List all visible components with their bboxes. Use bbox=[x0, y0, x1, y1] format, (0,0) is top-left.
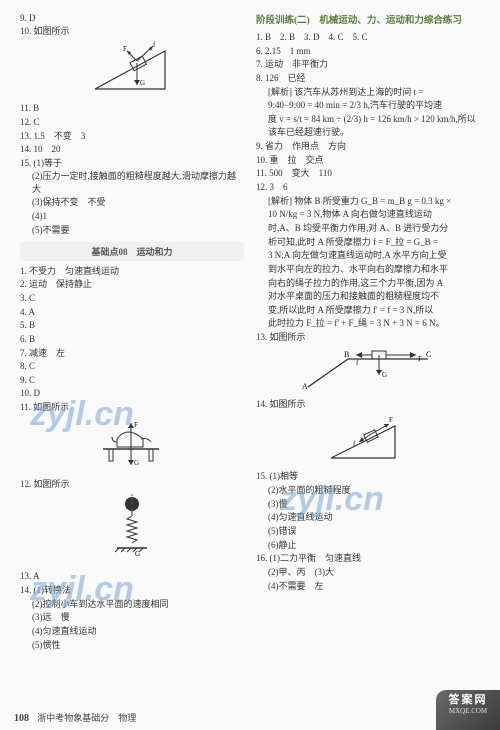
left-column: 9. D 10. 如图所示 f F G 11. B 12. C 13. 1.5 … bbox=[14, 10, 250, 680]
text-line: (2)压力一定时,接触面的粗糙程度越大,滑动摩擦力越大 bbox=[20, 170, 244, 194]
text-line: 15. (1)等于 bbox=[20, 157, 244, 169]
text-line: 3. C bbox=[20, 292, 244, 304]
svg-text:f: f bbox=[153, 41, 156, 49]
text-line: 5. B bbox=[20, 319, 244, 331]
text-line: (6)静止 bbox=[256, 539, 480, 551]
svg-text:C: C bbox=[426, 350, 431, 359]
text-line: (4)1 bbox=[20, 210, 244, 222]
text-line: 10. 重 拉 交点 bbox=[256, 154, 480, 166]
text-line: 1. B 2. B 3. D 4. C 5. C bbox=[256, 31, 480, 43]
text-line: 14. 如图所示 bbox=[256, 398, 480, 410]
svg-text:f: f bbox=[353, 440, 356, 448]
figure-teapot: F G bbox=[20, 417, 244, 474]
svg-text:A: A bbox=[302, 382, 308, 391]
text-line: [解析] 物体 B 所受重力 G_B = m_B g = 0.3 kg × bbox=[256, 195, 480, 207]
text-line: 15. (1)相等 bbox=[256, 470, 480, 482]
badge-subtitle: MXQE.COM bbox=[436, 707, 500, 715]
text-line: (5)惯性 bbox=[20, 639, 244, 651]
text-line: (5)错误 bbox=[256, 525, 480, 537]
page-number: 108 bbox=[14, 713, 29, 724]
svg-text:G: G bbox=[134, 459, 139, 467]
source-badge: 答案网 MXQE.COM bbox=[436, 690, 500, 730]
text-line: 6. 2.15 1 mm bbox=[256, 45, 480, 57]
text-line: 7. 运动 非平衡力 bbox=[256, 58, 480, 70]
text-line: 11. 500 变大 110 bbox=[256, 167, 480, 179]
text-line: (4)匀速直线运动 bbox=[256, 511, 480, 523]
text-line: 13. 1.5 不变 3 bbox=[20, 130, 244, 142]
svg-text:F: F bbox=[418, 355, 422, 363]
text-line: 该车已经超速行驶。 bbox=[256, 126, 480, 138]
page-content: 9. D 10. 如图所示 f F G 11. B 12. C 13. 1.5 … bbox=[0, 0, 500, 680]
text-line: 3 N;A 向左做匀速直线运动时,A 水平方向上受 bbox=[256, 249, 480, 261]
text-line: 9. C bbox=[20, 374, 244, 386]
text-line: (2)甲、丙 (3)大 bbox=[256, 566, 480, 578]
text-line: (3)远 慢 bbox=[20, 611, 244, 623]
subsection-title: 基础点08 运动和力 bbox=[20, 242, 244, 261]
figure-incline-2: F f bbox=[256, 414, 480, 466]
figure-incline: f F G bbox=[20, 41, 244, 98]
text-line: 析可知,此时 A 所受摩擦力 f = F_拉 = G_B = bbox=[256, 236, 480, 248]
text-line: 6. B bbox=[20, 333, 244, 345]
text-line: 11. B bbox=[20, 102, 244, 114]
text-line: 对水平桌面的压力和接触面的粗糙程度均不 bbox=[256, 290, 480, 302]
text-line: 7. 减速 左 bbox=[20, 347, 244, 359]
svg-text:F: F bbox=[389, 416, 393, 424]
text-line: 9. 省力 作用点 方向 bbox=[256, 140, 480, 152]
text-line: 2. 运动 保持静止 bbox=[20, 278, 244, 290]
text-line: 11. 如图所示 bbox=[20, 401, 244, 413]
text-line: 1. 不受力 匀速直线运动 bbox=[20, 265, 244, 277]
svg-text:G: G bbox=[135, 550, 140, 558]
text-line: 8. C bbox=[20, 360, 244, 372]
text-line: (4)不需要 左 bbox=[256, 580, 480, 592]
svg-text:f: f bbox=[356, 359, 359, 367]
text-line: 8. 126 已经 bbox=[256, 72, 480, 84]
text-line: (5)不需要 bbox=[20, 224, 244, 236]
svg-text:F: F bbox=[123, 45, 127, 53]
badge-title: 答案网 bbox=[436, 694, 500, 707]
text-line: 13. 如图所示 bbox=[256, 331, 480, 343]
right-column: 阶段训练(二) 机械运动、力、运动和力综合练习 1. B 2. B 3. D 4… bbox=[250, 10, 486, 680]
svg-text:G: G bbox=[140, 79, 145, 87]
text-line: (2)控制小车到达水平面的速度相同 bbox=[20, 598, 244, 610]
text-line: 10 N/kg = 3 N,物体 A 向右做匀速直线运动 bbox=[256, 208, 480, 220]
text-line: 10. D bbox=[20, 387, 244, 399]
figure-spring: G bbox=[20, 494, 244, 566]
svg-text:F: F bbox=[134, 421, 138, 429]
text-line: 此时拉力 F_拉 = f' + F_绳 = 3 N + 3 N = 6 N。 bbox=[256, 317, 480, 329]
svg-text:B: B bbox=[344, 350, 349, 359]
text-line: 12. C bbox=[20, 116, 244, 128]
text-line: 变,所以此时 A 所受摩擦力 f' = f = 3 N,所以 bbox=[256, 304, 480, 316]
text-line: 12. 3 6 bbox=[256, 181, 480, 193]
text-line: 到水平向左的拉力、水平向右的摩擦力和水平 bbox=[256, 263, 480, 275]
text-line: 4. A bbox=[20, 306, 244, 318]
figure-bent-surface: A B C f G F bbox=[256, 347, 480, 394]
text-line: [解析] 该汽车从苏州到达上海的时间 t = bbox=[256, 86, 480, 98]
page-footer: 108 浙中考物象基础分 物理 bbox=[14, 711, 136, 724]
footer-text: 浙中考物象基础分 物理 bbox=[37, 713, 136, 723]
svg-text:G: G bbox=[382, 371, 387, 379]
text-line: 9. D bbox=[20, 12, 244, 24]
text-line: 14. (1)转换法 bbox=[20, 584, 244, 596]
text-line: (3)慢 bbox=[256, 498, 480, 510]
text-line: 13. A bbox=[20, 570, 244, 582]
text-line: 向右的绳子拉力的作用,这三个力平衡,因为 A bbox=[256, 277, 480, 289]
section-title: 阶段训练(二) 机械运动、力、运动和力综合练习 bbox=[256, 12, 480, 26]
text-line: (2)水平面的粗糙程度 bbox=[256, 484, 480, 496]
text-line: (4)匀速直线运动 bbox=[20, 625, 244, 637]
text-line: 9:40−9:00 = 40 min = 2/3 h,汽车行驶的平均速 bbox=[256, 99, 480, 111]
text-line: 14. 10 20 bbox=[20, 143, 244, 155]
text-line: 时,A、B 均受平衡力作用,对 A、B 进行受力分 bbox=[256, 222, 480, 234]
text-line: 16. (1)二力平衡 匀速直线 bbox=[256, 552, 480, 564]
text-line: 12. 如图所示 bbox=[20, 478, 244, 490]
text-line: 10. 如图所示 bbox=[20, 25, 244, 37]
text-line: 度 v = s/t = 84 km ÷ (2/3) h = 126 km/h >… bbox=[256, 113, 480, 125]
text-line: (3)保持不变 不受 bbox=[20, 196, 244, 208]
